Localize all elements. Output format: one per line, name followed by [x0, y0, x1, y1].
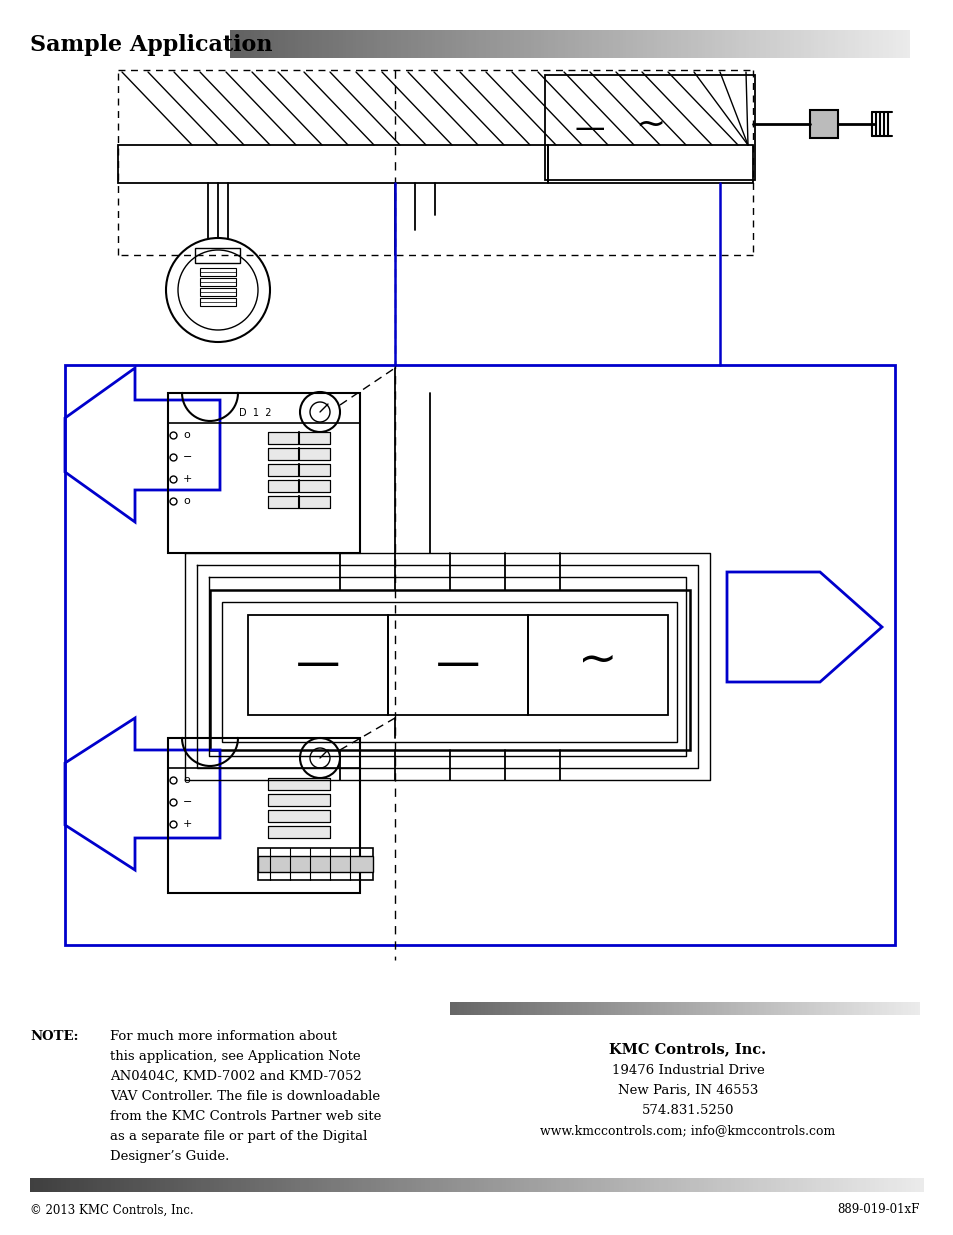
Bar — [268, 496, 330, 508]
Text: © 2013 KMC Controls, Inc.: © 2013 KMC Controls, Inc. — [30, 1203, 193, 1216]
Bar — [118, 144, 547, 183]
Bar — [268, 496, 330, 508]
Bar — [388, 615, 527, 715]
Bar — [268, 778, 330, 790]
Bar — [268, 480, 330, 492]
Bar — [200, 288, 235, 296]
Bar — [200, 268, 235, 275]
Bar — [809, 110, 837, 138]
Bar — [268, 794, 330, 806]
Text: Sample Application: Sample Application — [30, 35, 273, 56]
Bar — [200, 278, 235, 287]
Text: 574.831.5250: 574.831.5250 — [641, 1104, 734, 1116]
Bar — [210, 590, 689, 750]
Text: o: o — [183, 496, 190, 506]
Text: AN0404C, KMD-7002 and KMD-7052: AN0404C, KMD-7002 and KMD-7052 — [110, 1070, 361, 1083]
Text: +: + — [183, 819, 193, 829]
Text: NOTE:: NOTE: — [30, 1030, 78, 1044]
Bar — [268, 480, 330, 492]
Text: −: − — [183, 797, 193, 806]
Text: For much more information about: For much more information about — [110, 1030, 336, 1044]
Text: 889-019-01xF: 889-019-01xF — [837, 1203, 919, 1216]
Bar — [65, 366, 894, 945]
Bar — [168, 393, 359, 553]
Bar — [268, 810, 330, 823]
Text: this application, see Application Note: this application, see Application Note — [110, 1050, 360, 1063]
Bar — [268, 810, 330, 823]
Text: 19476 Industrial Drive: 19476 Industrial Drive — [611, 1065, 763, 1077]
Bar — [268, 448, 330, 459]
Text: —: — — [436, 643, 479, 687]
Text: ~: ~ — [578, 637, 618, 683]
Bar — [527, 615, 667, 715]
Bar — [257, 848, 373, 881]
Bar — [268, 826, 330, 839]
Bar — [268, 432, 330, 445]
Bar — [268, 794, 330, 806]
Text: o: o — [183, 776, 190, 785]
Text: +: + — [183, 474, 193, 484]
Text: New Paris, IN 46553: New Paris, IN 46553 — [618, 1084, 758, 1097]
Bar — [268, 826, 330, 839]
Text: −: − — [183, 452, 193, 462]
Text: ~: ~ — [634, 107, 664, 142]
Text: —: — — [295, 643, 340, 687]
Text: o: o — [183, 430, 190, 440]
Text: as a separate file or part of the Digital: as a separate file or part of the Digita… — [110, 1130, 367, 1144]
Bar — [168, 739, 359, 893]
Bar — [257, 856, 373, 872]
Text: —: — — [574, 114, 604, 142]
Bar — [222, 601, 677, 742]
Text: KMC Controls, Inc.: KMC Controls, Inc. — [609, 1042, 766, 1056]
Bar — [544, 75, 754, 180]
Text: from the KMC Controls Partner web site: from the KMC Controls Partner web site — [110, 1110, 381, 1123]
Bar — [194, 248, 240, 263]
Bar — [268, 464, 330, 475]
Bar — [268, 464, 330, 475]
Bar — [200, 298, 235, 306]
Bar — [248, 615, 388, 715]
Bar — [268, 778, 330, 790]
Text: VAV Controller. The file is downloadable: VAV Controller. The file is downloadable — [110, 1091, 379, 1103]
Text: www.kmccontrols.com; info@kmccontrols.com: www.kmccontrols.com; info@kmccontrols.co… — [539, 1124, 835, 1137]
Bar — [268, 432, 330, 445]
Bar — [268, 448, 330, 459]
Bar — [547, 144, 752, 183]
Text: Designer’s Guide.: Designer’s Guide. — [110, 1150, 229, 1163]
Text: D  1  2: D 1 2 — [238, 408, 271, 417]
